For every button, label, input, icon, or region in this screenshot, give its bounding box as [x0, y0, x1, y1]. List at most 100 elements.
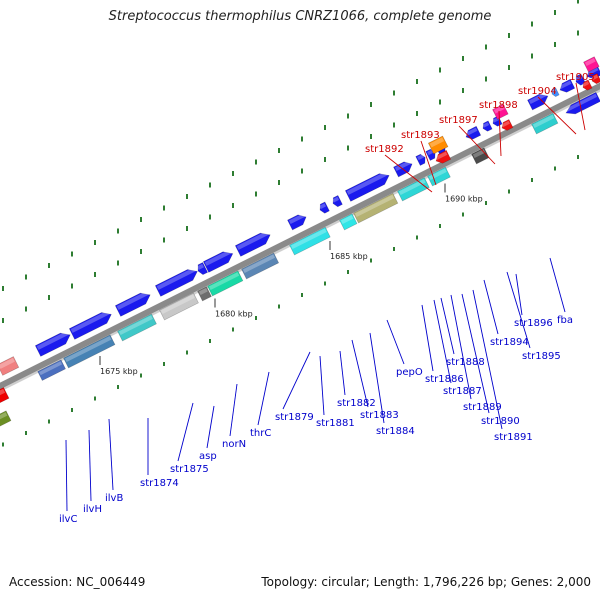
cds-feature-rev[interactable] — [289, 226, 331, 256]
cds-feature-fwd[interactable] — [527, 91, 551, 111]
cds-feature-fwd[interactable] — [196, 262, 209, 276]
cds-feature-rev[interactable] — [207, 270, 244, 297]
gene-label-str1890[interactable]: str1890 — [481, 416, 520, 427]
leader-line — [206, 405, 215, 449]
leader-line — [177, 402, 194, 462]
leader-line — [339, 350, 346, 396]
cds-feature-rev[interactable] — [564, 92, 600, 117]
gene-label-str1886[interactable]: str1886 — [425, 374, 464, 385]
leader-line — [229, 383, 238, 437]
cds-feature-rev[interactable] — [63, 334, 116, 369]
gene-label-str1882[interactable]: str1882 — [337, 398, 376, 409]
cds-feature-fwd[interactable] — [114, 290, 153, 317]
gene-label-str1884[interactable]: str1884 — [376, 426, 415, 437]
gene-label-norN[interactable]: norN — [222, 439, 246, 450]
gene-label-str1897[interactable]: str1897 — [439, 115, 478, 126]
gene-label-str1896[interactable]: str1896 — [514, 318, 553, 329]
leader-line — [384, 154, 433, 193]
leader-line — [461, 293, 490, 414]
cds-feature-rev[interactable] — [0, 387, 10, 406]
cds-feature-rev[interactable] — [0, 410, 12, 428]
gene-label-str1898[interactable]: str1898 — [479, 100, 518, 111]
gene-label-thrC[interactable]: thrC — [250, 428, 271, 439]
gene-label-fba[interactable]: fba — [557, 315, 573, 326]
gene-label-str1889[interactable]: str1889 — [463, 402, 502, 413]
cds-feature-fwd[interactable] — [558, 78, 576, 94]
rna-feature[interactable] — [581, 79, 593, 92]
leader-line — [483, 279, 499, 335]
cds-feature-fwd[interactable] — [481, 120, 493, 133]
kbp-ticks: 1675 kbp 1680 kbp 1685 kbp 1690 kbp — [99, 183, 483, 376]
leader-line — [65, 439, 68, 512]
gene-label-pepO[interactable]: pepO — [396, 367, 423, 378]
cds-feature-fwd[interactable] — [464, 125, 482, 141]
leader-line — [440, 297, 455, 355]
gene-label-str1888[interactable]: str1888 — [446, 357, 485, 368]
cds-feature-fwd[interactable] — [0, 356, 20, 376]
gene-label-str1887[interactable]: str1887 — [443, 386, 482, 397]
rna-feature[interactable] — [500, 119, 514, 133]
leader-line — [537, 96, 577, 135]
rna-feature[interactable] — [583, 56, 600, 73]
backbone-line — [0, 82, 600, 390]
gene-label-str1891[interactable]: str1891 — [494, 432, 533, 443]
cds-feature-rev[interactable] — [197, 286, 212, 302]
rna-feature[interactable] — [427, 135, 449, 155]
gene-label-asp[interactable]: asp — [199, 451, 217, 462]
gene-label-str1883[interactable]: str1883 — [360, 410, 399, 421]
cds-feature-fwd[interactable] — [393, 159, 415, 178]
cds-feature-fwd[interactable] — [550, 87, 560, 98]
gene-label-str1881[interactable]: str1881 — [316, 418, 355, 429]
cds-feature-rev[interactable] — [117, 313, 157, 342]
cds-feature-fwd[interactable] — [344, 170, 392, 202]
gene-label-ilvC[interactable]: ilvC — [59, 514, 77, 525]
cds-feature-rev[interactable] — [159, 292, 199, 321]
gene-label-str1894[interactable]: str1894 — [490, 337, 529, 348]
leader-line — [421, 304, 434, 372]
leader-line — [549, 257, 566, 313]
cds-feature-rev[interactable] — [353, 193, 399, 224]
cds-feature-fwd[interactable] — [574, 73, 586, 87]
cds-feature-fwd[interactable] — [287, 212, 309, 231]
cds-feature-fwd[interactable] — [415, 153, 428, 166]
gene-label-str1895[interactable]: str1895 — [522, 351, 561, 362]
kbp-tick-label: 1680 kbp — [215, 310, 253, 319]
cds-feature-fwd[interactable] — [202, 248, 235, 273]
gene-label-str1892[interactable]: str1892 — [365, 144, 404, 155]
leader-line — [88, 429, 92, 502]
leader-line — [257, 371, 270, 426]
leader-line — [498, 110, 502, 157]
gene-label-str1879[interactable]: str1879 — [275, 412, 314, 423]
cds-feature-fwd[interactable] — [34, 330, 73, 357]
gene-label-str1875[interactable]: str1875 — [170, 464, 209, 475]
rna-feature[interactable] — [492, 103, 509, 120]
gene-label-ilvH[interactable]: ilvH — [83, 504, 102, 515]
leader-line — [420, 140, 437, 186]
kbp-tick-label: 1690 kbp — [445, 195, 483, 204]
genome-backbone — [0, 82, 600, 392]
gene-label-str1874[interactable]: str1874 — [140, 478, 179, 489]
leader-line — [369, 332, 385, 424]
cds-feature-fwd[interactable] — [234, 230, 273, 257]
gene-label-str1893[interactable]: str1893 — [401, 130, 440, 141]
accession-text: Accession: NC_006449 — [9, 575, 146, 589]
cds-feature-rev[interactable] — [37, 359, 66, 381]
gene-label-ilvB[interactable]: ilvB — [105, 493, 123, 504]
cds-feature-fwd[interactable] — [154, 266, 200, 297]
gene-label-str1905[interactable]: str1905 — [556, 72, 595, 83]
cds-feature-rev[interactable] — [339, 213, 358, 231]
leader-line — [450, 294, 472, 400]
cds-feature-rev[interactable] — [241, 252, 280, 280]
cds-feature-fwd[interactable] — [331, 195, 343, 208]
cds-feature-fwd[interactable] — [318, 201, 330, 215]
leader-line — [575, 82, 586, 131]
rna-feature[interactable] — [434, 149, 452, 165]
rna-feature[interactable] — [590, 72, 600, 85]
cds-feature-rev[interactable] — [531, 112, 559, 135]
leader-line — [351, 339, 369, 408]
leader-line — [282, 351, 311, 410]
gene-label-str1904[interactable]: str1904 — [518, 86, 557, 97]
label-leaders — [65, 82, 586, 512]
cds-feature-fwd[interactable] — [68, 309, 114, 340]
